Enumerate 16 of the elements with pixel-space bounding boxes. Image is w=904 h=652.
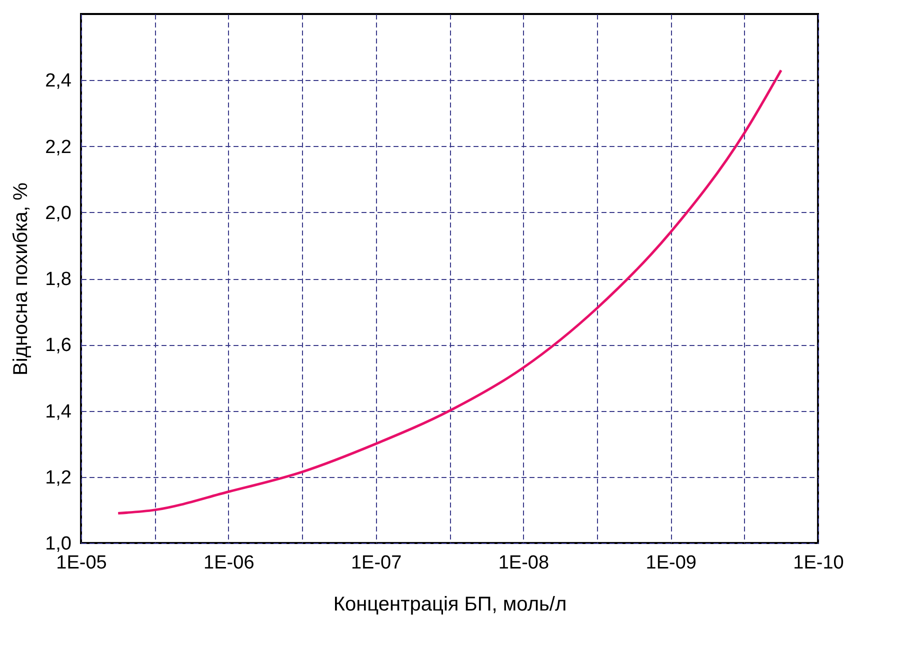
y-tick-label: 1,2 (45, 467, 72, 488)
x-tick-label: 1E-07 (350, 552, 402, 574)
y-tick-label: 1,4 (45, 401, 72, 422)
x-tick-label: 1E-09 (646, 552, 696, 574)
x-axis-title: Концентрація БП, моль/л (333, 594, 567, 616)
y-tick-label: 1,6 (45, 335, 72, 356)
x-tick-label: 1E-05 (56, 552, 107, 574)
y-tick-label: 2,4 (45, 70, 72, 92)
y-tick-label: 1,8 (45, 269, 72, 290)
y-tick-label: 2,0 (45, 202, 72, 224)
x-tick-label: 1E-06 (204, 552, 254, 574)
y-tick-label: 1,0 (45, 534, 72, 554)
y-tick-label: 2,2 (45, 136, 72, 158)
x-tick-label: 1E-10 (793, 552, 844, 574)
x-tick-label: 1E-08 (498, 552, 550, 574)
y-axis-title: Відносна похибка, % (10, 182, 32, 376)
